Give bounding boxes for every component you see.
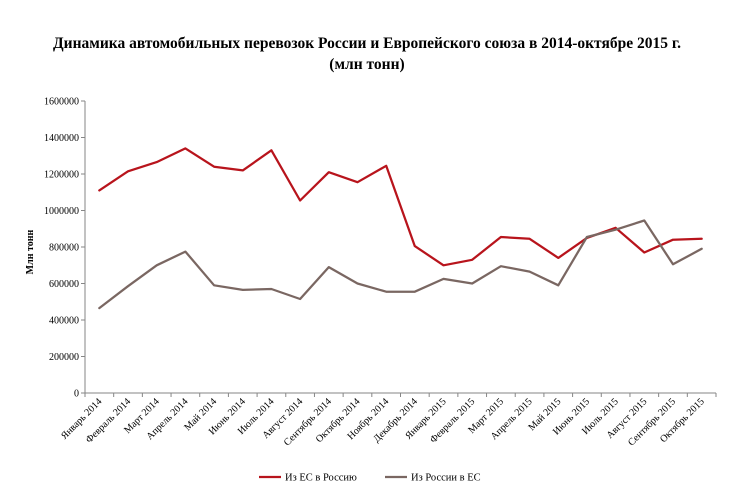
series-2-point [500,265,502,267]
series-1-point [270,149,273,151]
series-2-point [643,219,645,222]
series-1-point [356,181,359,183]
series-1-point [328,171,330,173]
chart-subtitle: (млн тонн) [329,56,405,73]
y-tick-label: 600000 [49,279,79,290]
y-tick-label: 1600000 [44,97,79,108]
series-2-point [586,236,588,238]
series-1-point [213,166,215,168]
series-2-point [213,284,215,286]
series-2-point [471,282,473,285]
series-1-point [184,147,186,150]
y-tick-label: 0 [74,389,79,400]
series-1-point [414,245,416,247]
series-1-point [672,239,674,241]
series-2-point [615,229,617,231]
series-2-point [98,307,100,309]
series-line-2 [98,219,703,310]
series-2-point [328,266,330,268]
series-1-point [471,259,473,261]
series-1-point [442,264,445,266]
series-1-point [127,170,129,172]
series-2-point [270,288,273,290]
series-1-point [242,169,244,171]
series-2-point [701,248,703,250]
y-tick-label: 1200000 [44,170,79,181]
y-tick-label: 1400000 [44,133,79,144]
series-1-point [156,161,158,163]
y-tick-label: 200000 [49,352,79,363]
legend-label-2: Из России в ЕС [411,473,481,484]
y-tick-label: 1000000 [44,206,79,217]
series-1-point [643,251,645,254]
series-2-point [672,263,674,265]
legend: Из ЕС в Россию Из России в ЕС [259,473,481,484]
series-line-1 [98,147,703,267]
series-1-point [557,257,559,259]
legend-label-1: Из ЕС в Россию [285,473,357,484]
series-2-point [557,284,559,286]
chart-title-block: Динамика автомобильных перевозок России … [0,33,734,75]
y-tick-label: 800000 [49,243,79,254]
series-2-point [184,250,186,253]
y-axis: 0 200000 400000 600000 800000 1000000 1200000 1… [44,97,86,400]
series-1-point [701,238,703,240]
series-2-point [528,271,531,273]
series-2-point [299,298,301,300]
series-2-point [156,264,158,266]
series-1-point [528,238,531,240]
series-1-point [98,189,100,192]
series-1-point [299,199,301,202]
y-tick-label: 400000 [49,316,79,327]
chart-title: Динамика автомобильных перевозок России … [53,35,681,52]
y-axis-title: Млн тонн [25,229,36,274]
series-2-point [414,291,416,293]
series-layer [98,147,703,310]
series-2-point [356,282,359,285]
series-1-point [385,165,387,167]
series-2-point [242,289,244,291]
series-1-point [615,227,617,229]
series-2-point [385,291,387,293]
series-1-point [500,236,502,238]
series-2-point [127,285,129,287]
series-2-point [442,278,445,280]
